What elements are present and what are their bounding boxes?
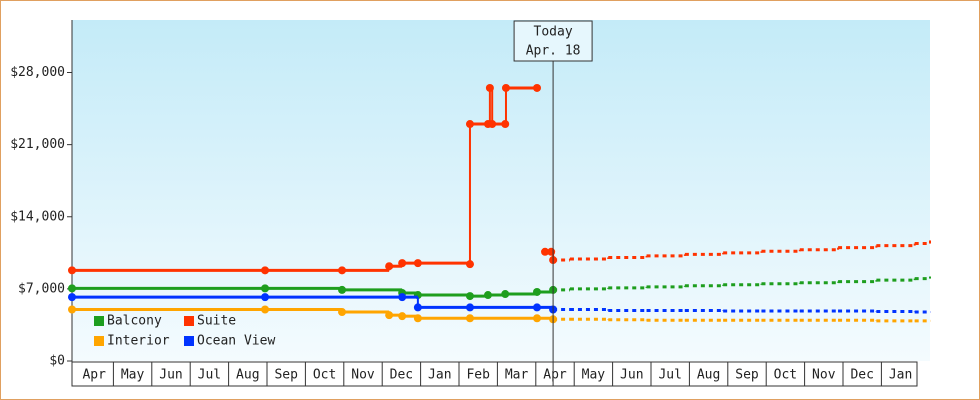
x-tick-label: Dec [390, 368, 413, 383]
today-box [513, 20, 593, 62]
x-tick-label: Oct [313, 368, 336, 383]
data-point [261, 293, 270, 302]
legend-label: Interior [107, 334, 170, 349]
data-point [413, 303, 422, 312]
data-point [385, 311, 394, 320]
data-point [465, 260, 474, 269]
data-point [541, 247, 550, 256]
data-point [68, 284, 76, 293]
x-tick-label: Aug [236, 368, 259, 383]
x-tick-label: Dec [850, 368, 873, 383]
data-point [533, 303, 542, 312]
data-point [398, 259, 407, 268]
y-tick-label: $0 [49, 354, 65, 369]
x-tick-label: Jul [198, 368, 221, 383]
x-tick-label: Apr [82, 368, 106, 383]
legend-label: Suite [197, 314, 236, 329]
data-point [501, 83, 510, 92]
x-tick-label: Jun [159, 368, 182, 383]
data-point [465, 120, 474, 129]
x-tick-label: May [121, 368, 145, 383]
data-point [68, 305, 76, 314]
x-tick-label: Jul [658, 368, 681, 383]
data-point [68, 293, 76, 302]
data-point [413, 314, 422, 323]
today-label: Today [534, 25, 573, 40]
data-point [501, 290, 510, 299]
data-point [547, 247, 556, 256]
y-tick-label: $21,000 [10, 137, 65, 152]
x-tick-label: Nov [351, 368, 375, 383]
x-tick-label: May [582, 368, 606, 383]
x-tick-label: Sep [274, 368, 298, 383]
data-point [398, 312, 407, 321]
data-point [501, 120, 510, 129]
x-tick-label: Jan [889, 368, 912, 383]
data-point [465, 303, 474, 312]
legend-label: Balcony [107, 314, 162, 329]
x-tick-label: Apr [543, 368, 567, 383]
x-tick-label: Jan [428, 368, 451, 383]
x-tick-label: Nov [812, 368, 836, 383]
x-tick-label: Oct [774, 368, 797, 383]
x-tick-label: Jun [620, 368, 643, 383]
legend-swatch [184, 336, 194, 346]
data-point [483, 291, 492, 300]
legend-swatch [184, 316, 194, 326]
data-point [338, 266, 347, 275]
x-axis-band [71, 361, 918, 387]
y-tick-label: $28,000 [10, 65, 65, 80]
y-tick-label: $7,000 [18, 281, 65, 296]
x-tick-label: Aug [697, 368, 720, 383]
data-point [398, 293, 407, 302]
data-point [533, 287, 542, 296]
legend-swatch [94, 336, 104, 346]
data-point [261, 284, 270, 293]
x-tick-label: Sep [735, 368, 759, 383]
data-point [533, 83, 542, 92]
data-point [488, 120, 497, 129]
data-point [338, 308, 347, 317]
x-tick-label: Mar [505, 368, 529, 383]
data-point [385, 262, 394, 271]
y-tick-label: $14,000 [10, 209, 65, 224]
data-point [261, 305, 270, 314]
data-point [261, 266, 270, 275]
data-point [465, 292, 474, 301]
data-point [533, 314, 542, 323]
today-label: Apr. 18 [526, 44, 581, 59]
data-point [485, 83, 494, 92]
legend-label: Ocean View [197, 334, 275, 349]
plot-area [72, 20, 930, 361]
data-point [338, 285, 347, 294]
data-point [413, 259, 422, 268]
data-point [68, 266, 76, 275]
x-tick-label: Feb [466, 368, 490, 383]
data-point [465, 314, 474, 323]
legend-swatch [94, 316, 104, 326]
